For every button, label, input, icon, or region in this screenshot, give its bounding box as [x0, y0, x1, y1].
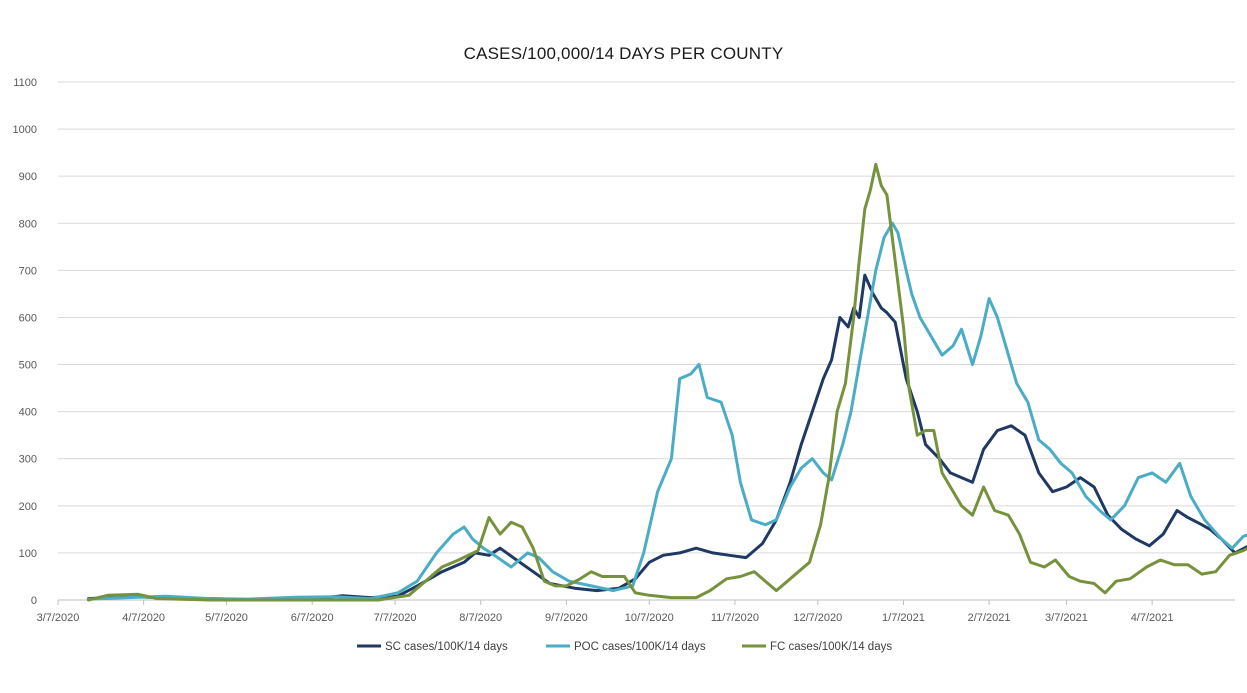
legend-label: FC cases/100K/14 days — [770, 641, 892, 653]
y-tick-label: 400 — [19, 407, 37, 419]
x-tick-label: 4/7/2020 — [122, 612, 165, 624]
legend-label: SC cases/100K/14 days — [385, 641, 508, 653]
x-tick-label: 8/7/2020 — [459, 612, 502, 624]
axes: 0 100 200 300 400 500 600 700 800 900 1000 1100 3/7/… — [13, 77, 1235, 624]
series-line-0 — [86, 273, 1247, 601]
chart-title: CASES/100,000/14 DAYS PER COUNTY — [463, 44, 784, 63]
y-tick-label: 300 — [19, 454, 37, 466]
x-tick-label: 7/7/2020 — [374, 612, 417, 624]
x-tick-label: 4/7/2021 — [1131, 612, 1174, 624]
y-tick-label: 200 — [19, 501, 37, 513]
x-tick-label: 3/7/2021 — [1045, 612, 1088, 624]
series-line-2 — [86, 162, 1247, 602]
y-tick-label: 600 — [19, 312, 37, 324]
x-tick-label: 10/7/2020 — [625, 612, 674, 624]
y-tick-label: 700 — [19, 265, 37, 277]
x-tick-label: 3/7/2020 — [37, 612, 80, 624]
x-tick-label: 1/7/2021 — [882, 612, 925, 624]
gridlines — [58, 81, 1235, 554]
x-tick-label: 12/7/2020 — [793, 612, 842, 624]
x-tick-label: 6/7/2020 — [291, 612, 334, 624]
x-tick-label: 9/7/2020 — [545, 612, 588, 624]
y-tick-label: 0 — [31, 595, 37, 607]
x-tick-label: 2/7/2021 — [968, 612, 1011, 624]
series-line-1 — [86, 221, 1247, 601]
x-tick-label: 5/7/2020 — [205, 612, 248, 624]
legend-label: POC cases/100K/14 days — [574, 641, 706, 653]
y-tick-label: 500 — [19, 360, 37, 372]
y-tick-label: 100 — [19, 548, 37, 560]
legend: SC cases/100K/14 days POC cases/100K/14 d… — [357, 641, 892, 653]
x-tick-label: 11/7/2020 — [711, 612, 759, 624]
y-tick-label: 1100 — [13, 77, 37, 89]
y-tick-label: 1000 — [13, 124, 37, 136]
y-tick-label: 900 — [19, 171, 37, 183]
series-lines — [86, 162, 1247, 602]
y-tick-label: 800 — [19, 218, 37, 230]
